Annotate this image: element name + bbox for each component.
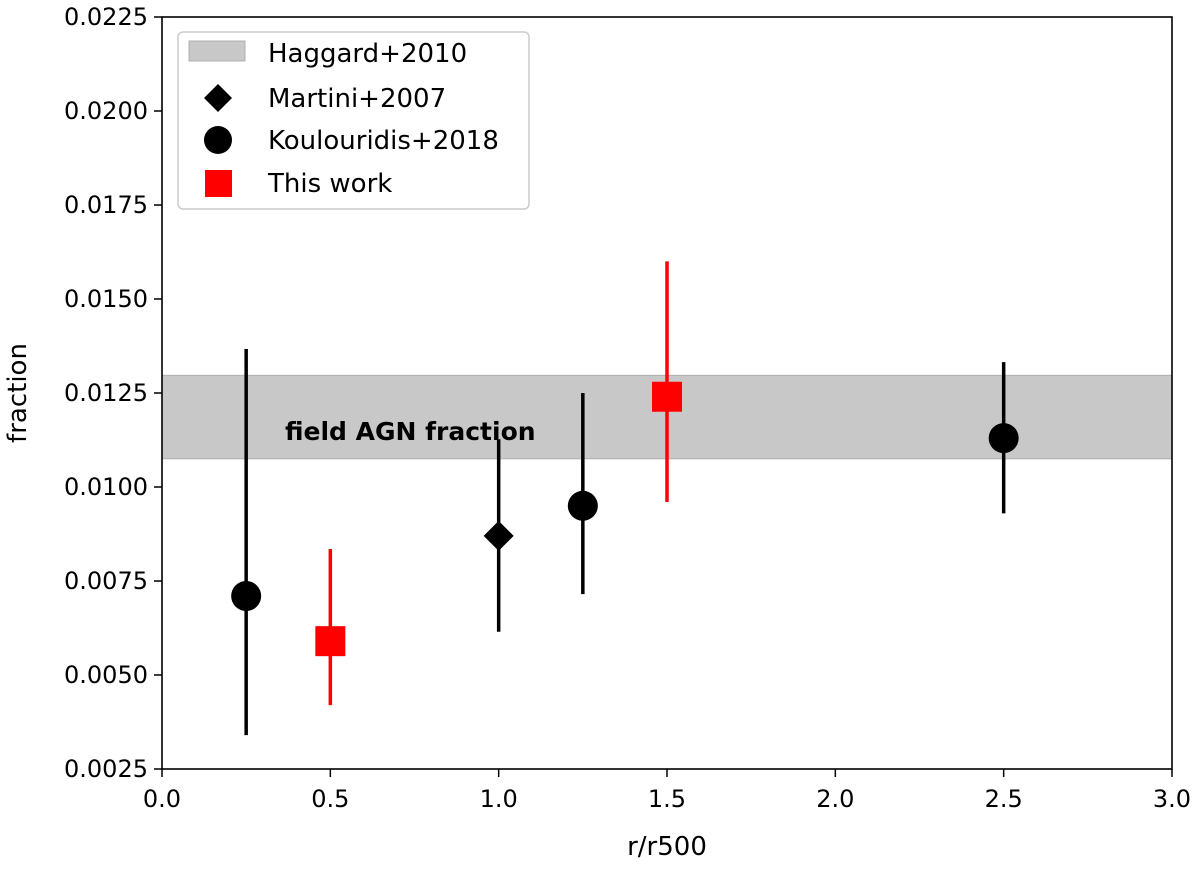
legend-marker-this-work: [205, 170, 232, 197]
x-tick-label: 0.0: [143, 785, 181, 813]
legend: Haggard+2010 Martini+2007 Koulouridis+20…: [177, 31, 530, 210]
legend-marker-koulouridis: [204, 126, 232, 154]
y-tick-label: 0.0175: [64, 191, 148, 219]
x-axis-label: r/r500: [627, 832, 707, 862]
legend-label-haggard: Haggard+2010: [268, 39, 467, 69]
y-tick-label: 0.0125: [64, 379, 148, 407]
points-layer: [231, 261, 1019, 736]
band-annotation: field AGN fraction: [285, 417, 536, 446]
legend-label-martini: Martini+2007: [268, 84, 446, 114]
point-koulouridis-2018: [231, 581, 262, 612]
legend-swatch-haggard: [188, 40, 246, 62]
x-tick-label: 0.5: [311, 785, 349, 813]
point-koulouridis-2018: [567, 490, 598, 521]
legend-label-koulouridis: Koulouridis+2018: [268, 126, 499, 156]
x-tick-label: 1.5: [648, 785, 686, 813]
y-tick-label: 0.0050: [64, 661, 148, 689]
y-tick-label: 0.0025: [64, 755, 148, 783]
x-tick-label: 3.0: [1153, 785, 1191, 813]
y-tick-label: 0.0150: [64, 285, 148, 313]
y-axis-label: fraction: [3, 343, 33, 443]
y-tick-label: 0.0100: [64, 473, 148, 501]
x-axis-ticks: 0.0 0.5 1.0 1.5 2.0 2.5 3.0: [143, 769, 1191, 813]
point-this-work: [652, 381, 682, 412]
x-tick-label: 1.0: [480, 785, 518, 813]
legend-frame: [177, 31, 530, 210]
point-this-work: [315, 626, 346, 657]
y-tick-label: 0.0075: [64, 567, 148, 595]
y-tick-label: 0.0225: [64, 3, 148, 31]
y-axis-ticks: 0.0025 0.0050 0.0075 0.0100 0.0125 0.0150 0.01…: [64, 3, 162, 783]
legend-marker-martini: [204, 84, 232, 112]
y-tick-label: 0.0200: [64, 97, 148, 125]
x-tick-label: 2.5: [985, 785, 1023, 813]
legend-label-this-work: This work: [267, 169, 392, 199]
x-tick-label: 2.0: [816, 785, 854, 813]
point-martini-2007: [483, 520, 514, 551]
point-koulouridis-2018: [988, 423, 1019, 454]
